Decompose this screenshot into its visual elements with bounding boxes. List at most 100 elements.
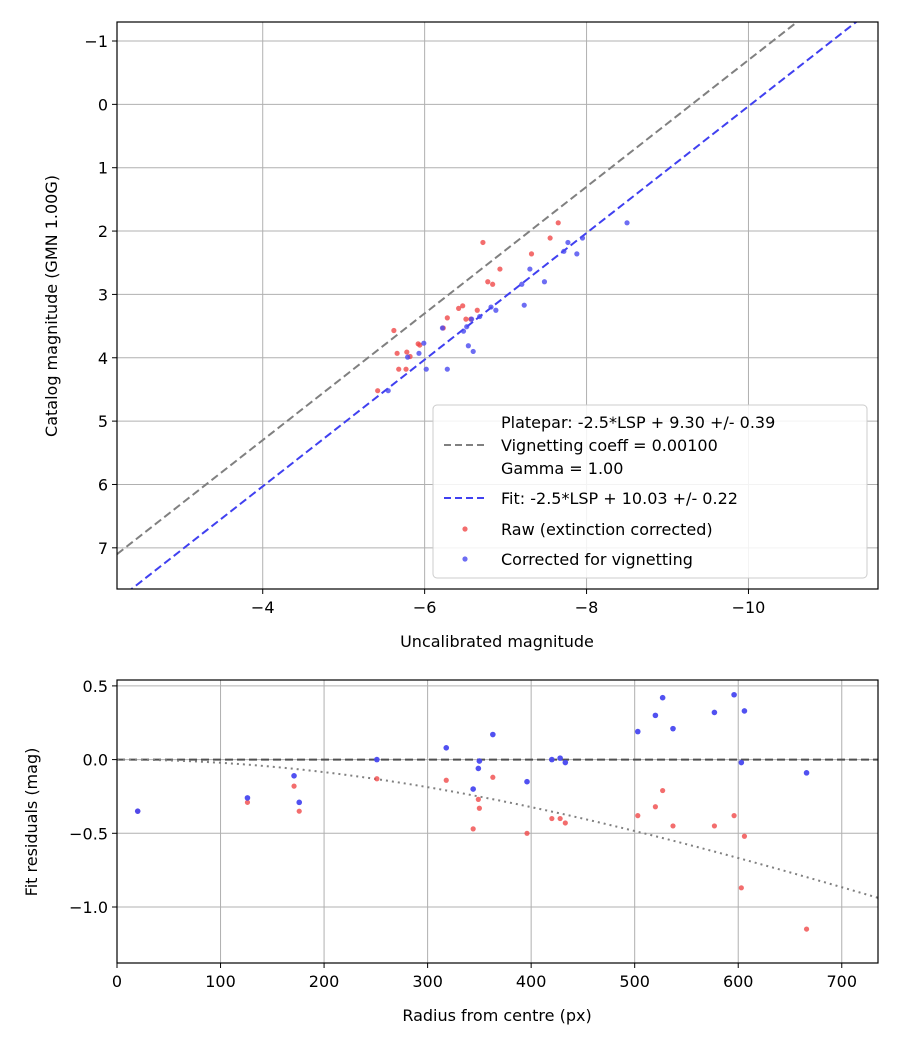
corrected-residual-point [549,756,555,763]
calibration-y-tick-label: 2 [98,222,108,241]
corrected-star-point [468,316,475,322]
calibration-y-tick-label: 6 [98,475,108,494]
corrected-star-point [493,307,499,313]
corrected-star-point [464,324,470,330]
corrected-star-point [444,366,450,372]
calibration-y-tick-label: 5 [98,412,108,431]
corrected-residual-point [524,778,530,785]
corrected-residual-point [711,709,718,716]
raw-residual-point [549,815,555,822]
corrected-star-point [460,328,467,334]
residuals-x-tick-label: 400 [516,972,547,991]
legend-box [432,404,868,579]
raw-star-point [444,315,450,321]
legend-corrected-label: Corrected for vignetting [501,550,693,569]
raw-residual-point [660,787,666,794]
corrected-star-point [465,343,471,349]
corrected-star-point [541,279,548,285]
corrected-star-point [423,366,429,372]
residuals-plot-ticks: 0 100 200 300 400 500 600 700 0.5 0.0 −0.5 −1.0 [69,677,857,991]
raw-residual-point [711,823,718,829]
raw-residual-point [296,808,302,814]
raw-star-point [480,239,486,246]
calibration-plot-y-label: Catalog magnitude (GMN 1.00G) [42,175,61,437]
corrected-residual-point [475,765,482,772]
residuals-plot-grid [116,680,878,963]
raw-star-point [403,366,409,372]
residuals-x-tick-label: 0 [112,972,122,991]
raw-star-point [555,220,561,226]
fit-line [129,22,858,589]
vignetting-curve [117,758,878,899]
corrected-residual-point [476,758,483,764]
residuals-plot-lines [117,758,878,899]
residuals-y-tick-label: −0.5 [69,824,108,843]
raw-star-point [394,350,400,356]
corrected-residual-point [291,773,297,779]
raw-residual-point [652,804,658,810]
raw-residual-point [670,823,676,829]
corrected-star-point [521,302,527,308]
raw-residual-point [562,820,568,826]
legend-fit-label: Fit: -2.5*LSP + 10.03 +/- 0.22 [501,489,738,508]
corrected-residual-point [634,728,641,735]
residuals-y-tick-label: 0.0 [83,751,108,770]
raw-residual-point [731,813,737,819]
raw-star-point [456,305,462,311]
residuals-plot-frame [116,679,879,964]
corrected-star-point [405,354,411,360]
calibration-x-tick-label: −8 [575,598,599,617]
raw-residual-point [490,774,496,780]
corrected-star-point [574,251,580,257]
residuals-plot-y-label: Fit residuals (mag) [22,748,41,897]
legend-raw-marker [462,526,468,532]
corrected-residual-point [134,808,141,814]
raw-residual-point [557,815,563,822]
corrected-star-point [579,235,586,241]
residuals-x-tick-label: 600 [723,972,754,991]
residuals-plot-x-label: Radius from centre (px) [402,1006,591,1025]
calibration-plot-points [375,220,630,394]
legend-platepar-label-line-1: Platepar: -2.5*LSP + 9.30 +/- 0.39 [501,413,775,432]
corrected-residual-point [296,799,303,806]
raw-star-point [547,235,553,241]
corrected-residual-point [670,725,676,732]
raw-star-point [490,281,496,287]
legend-platepar-label-line-3: Gamma = 1.00 [501,459,623,478]
residuals-y-tick-label: 0.5 [83,677,108,696]
raw-star-point [391,327,397,334]
legend-platepar-label-line-2: Vignetting coeff = 0.00100 [501,436,718,455]
residuals-x-tick-label: 200 [309,972,340,991]
residuals-x-tick-label: 500 [619,972,650,991]
residuals-plot-points [134,691,810,932]
raw-residual-point [244,799,251,805]
corrected-residual-point [490,731,496,738]
raw-star-point [396,366,402,372]
calibration-x-tick-label: −4 [251,598,275,617]
corrected-star-point [624,220,630,226]
corrected-star-point [416,350,422,356]
calibration-x-tick-label: −6 [413,598,437,617]
raw-residual-point [635,813,641,819]
corrected-star-point [470,348,476,355]
calibration-plot-frame [116,21,879,590]
raw-star-point [404,349,410,355]
calibration-plot-fit-lines [117,22,858,589]
raw-star-point [417,342,423,348]
corrected-residual-point [374,756,380,763]
corrected-residual-point [738,759,745,766]
corrected-star-point [527,266,533,272]
raw-star-point [474,307,480,313]
calibration-y-tick-label: −1 [84,32,108,51]
legend-raw-label: Raw (extinction corrected) [501,520,713,539]
corrected-residual-point [803,770,810,776]
raw-star-point [375,388,381,394]
raw-residual-point [374,776,380,782]
corrected-star-point [561,248,567,254]
corrected-star-point [439,325,446,331]
calibration-y-tick-label: 7 [98,539,108,558]
corrected-residual-point [652,712,659,719]
corrected-star-point [421,340,427,346]
raw-residual-point [443,777,449,783]
